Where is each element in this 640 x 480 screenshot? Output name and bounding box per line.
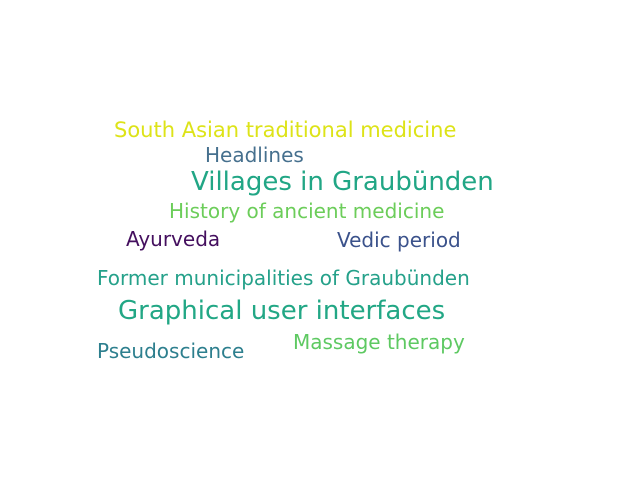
word-villages-in-graubunden: Villages in Graubünden (191, 167, 494, 197)
word-south-asian-traditional-medicine: South Asian traditional medicine (114, 118, 457, 142)
word-pseudoscience: Pseudoscience (97, 339, 245, 363)
word-graphical-user-interfaces: Graphical user interfaces (118, 296, 446, 326)
word-former-municipalities-of-graubunden: Former municipalities of Graubünden (97, 266, 470, 290)
word-history-of-ancient-medicine: History of ancient medicine (169, 199, 445, 223)
word-ayurveda: Ayurveda (126, 227, 221, 251)
word-vedic-period: Vedic period (337, 228, 461, 252)
word-massage-therapy: Massage therapy (293, 330, 465, 354)
word-headlines: Headlines (205, 143, 304, 167)
